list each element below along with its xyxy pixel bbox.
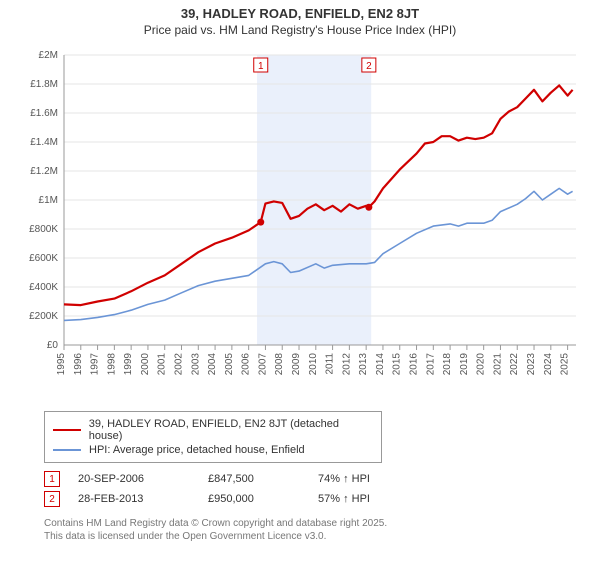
svg-text:2021: 2021	[492, 353, 503, 376]
marker-badge: 2	[44, 491, 60, 507]
svg-text:2018: 2018	[442, 353, 453, 376]
svg-text:2001: 2001	[157, 353, 168, 376]
marker-date: 20-SEP-2006	[78, 473, 208, 485]
marker-row: 2 28-FEB-2013£950,00057% ↑ HPI	[44, 491, 580, 507]
svg-text:1995: 1995	[56, 353, 67, 376]
footnote-line: Contains HM Land Registry data © Crown c…	[44, 517, 580, 530]
legend-swatch	[53, 449, 81, 451]
marker-price: £847,500	[208, 473, 318, 485]
svg-text:2019: 2019	[459, 353, 470, 376]
svg-text:2: 2	[366, 61, 372, 72]
svg-text:2006: 2006	[241, 353, 252, 376]
svg-text:2000: 2000	[140, 353, 151, 376]
svg-text:£600K: £600K	[29, 253, 58, 264]
svg-text:2004: 2004	[207, 353, 218, 376]
marker-delta: 57% ↑ HPI	[318, 493, 428, 505]
page-subtitle: Price paid vs. HM Land Registry's House …	[0, 23, 600, 37]
svg-text:2017: 2017	[425, 353, 436, 376]
svg-text:2002: 2002	[174, 353, 185, 376]
footnote-line: This data is licensed under the Open Gov…	[44, 530, 580, 543]
legend-row: 39, HADLEY ROAD, ENFIELD, EN2 8JT (detac…	[53, 418, 373, 442]
svg-text:1999: 1999	[123, 353, 134, 376]
svg-text:£1.4M: £1.4M	[30, 137, 58, 148]
svg-text:2012: 2012	[341, 353, 352, 376]
svg-text:£800K: £800K	[29, 224, 58, 235]
svg-text:2007: 2007	[257, 353, 268, 376]
marker-badge: 1	[44, 471, 60, 487]
legend-swatch	[53, 429, 81, 431]
svg-text:£2M: £2M	[39, 50, 58, 61]
marker-date: 28-FEB-2013	[78, 493, 208, 505]
page-title: 39, HADLEY ROAD, ENFIELD, EN2 8JT	[0, 6, 600, 21]
svg-text:2023: 2023	[526, 353, 537, 376]
legend-label: HPI: Average price, detached house, Enfi…	[89, 444, 305, 456]
marker-price: £950,000	[208, 493, 318, 505]
svg-text:£1.8M: £1.8M	[30, 79, 58, 90]
svg-text:1997: 1997	[90, 353, 101, 376]
svg-text:2015: 2015	[392, 353, 403, 376]
svg-text:2016: 2016	[409, 353, 420, 376]
footnote: Contains HM Land Registry data © Crown c…	[44, 517, 580, 543]
svg-text:2009: 2009	[291, 353, 302, 376]
svg-text:1996: 1996	[73, 353, 84, 376]
legend-label: 39, HADLEY ROAD, ENFIELD, EN2 8JT (detac…	[89, 418, 373, 442]
marker-table: 1 20-SEP-2006£847,50074% ↑ HPI 2 28-FEB-201…	[44, 471, 580, 507]
svg-text:2011: 2011	[325, 353, 336, 375]
price-chart: £0 £200K £400K £600K £800K £1M £1.2M £1.4M £1.6M…	[20, 45, 580, 405]
svg-text:2022: 2022	[509, 353, 520, 376]
svg-text:£400K: £400K	[29, 282, 58, 293]
legend-row: HPI: Average price, detached house, Enfi…	[53, 444, 373, 456]
svg-text:2025: 2025	[560, 353, 571, 376]
svg-text:£0: £0	[47, 340, 59, 351]
svg-text:2005: 2005	[224, 353, 235, 376]
svg-text:2010: 2010	[308, 353, 319, 376]
svg-text:1998: 1998	[106, 353, 117, 376]
svg-text:£200K: £200K	[29, 311, 58, 322]
svg-text:£1M: £1M	[39, 195, 58, 206]
svg-text:2020: 2020	[476, 353, 487, 376]
svg-text:£1.6M: £1.6M	[30, 108, 58, 119]
legend: 39, HADLEY ROAD, ENFIELD, EN2 8JT (detac…	[44, 411, 382, 463]
svg-text:1: 1	[258, 61, 264, 72]
marker-row: 1 20-SEP-2006£847,50074% ↑ HPI	[44, 471, 580, 487]
svg-text:2003: 2003	[190, 353, 201, 376]
svg-text:2014: 2014	[375, 353, 386, 376]
svg-text:2024: 2024	[543, 353, 554, 376]
svg-text:£1.2M: £1.2M	[30, 166, 58, 177]
svg-text:2008: 2008	[274, 353, 285, 376]
marker-delta: 74% ↑ HPI	[318, 473, 428, 485]
svg-text:2013: 2013	[358, 353, 369, 376]
